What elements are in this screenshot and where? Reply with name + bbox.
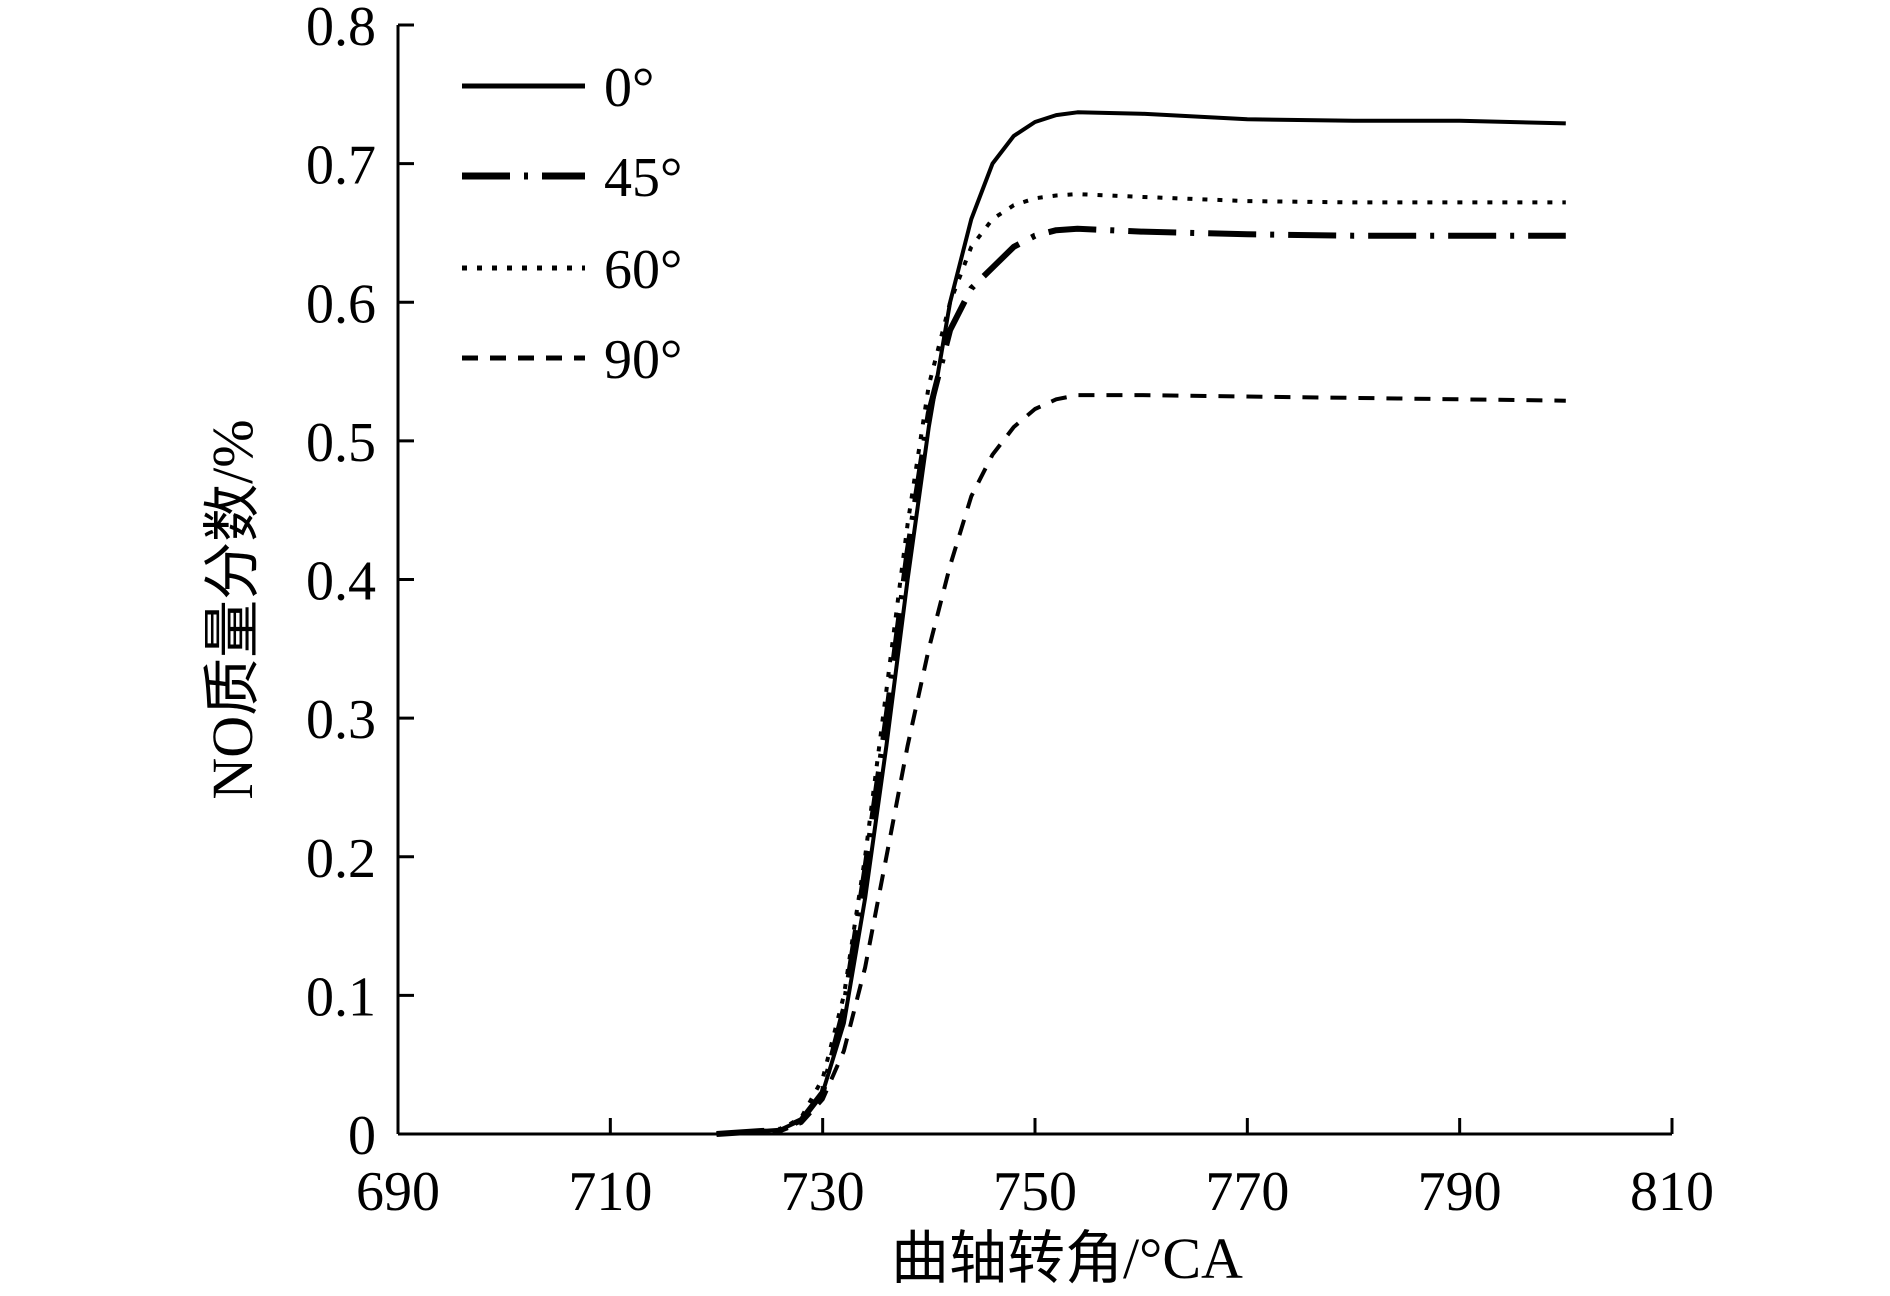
y-tick-label: 0.5 <box>306 412 376 474</box>
x-tick-label: 770 <box>1205 1161 1289 1223</box>
y-tick-label: 0.7 <box>306 135 376 197</box>
series-line-0 <box>716 110 1566 1136</box>
legend-label-1: 45° <box>604 147 682 209</box>
series-line-3 <box>716 393 1566 1136</box>
x-tick-label: 810 <box>1630 1161 1714 1223</box>
series-group <box>716 110 1566 1137</box>
legend: 0° 45° 60° 90° <box>462 57 682 391</box>
legend-label-2: 60° <box>604 239 682 301</box>
y-tick-label: 0.1 <box>306 966 376 1028</box>
y-tick-label: 0.8 <box>306 0 376 58</box>
y-tick-label: 0 <box>348 1105 376 1167</box>
y-tick-label: 0.3 <box>306 689 376 751</box>
x-axis-title: 曲轴转角/°CA <box>891 1226 1243 1291</box>
x-axis-ticks: 690 710 730 750 770 790 810 <box>356 1118 1714 1223</box>
axes <box>396 25 1672 1136</box>
x-tick-label: 730 <box>781 1161 865 1223</box>
y-tick-label: 0.4 <box>306 551 376 613</box>
legend-label-0: 0° <box>604 57 654 119</box>
y-tick-label: 0.2 <box>306 828 376 890</box>
legend-label-3: 90° <box>604 329 682 391</box>
x-tick-label: 690 <box>356 1161 440 1223</box>
x-tick-label: 750 <box>993 1161 1077 1223</box>
series-line-1 <box>716 225 1566 1137</box>
y-axis-title: NO质量分数/% <box>200 419 265 799</box>
x-tick-label: 790 <box>1418 1161 1502 1223</box>
x-tick-label: 710 <box>568 1161 652 1223</box>
series-line-2 <box>716 192 1566 1136</box>
y-tick-label: 0.6 <box>306 273 376 335</box>
y-axis-ticks: 0 0.1 0.2 0.3 0.4 0.5 0.6 0.7 0.8 <box>306 0 414 1167</box>
